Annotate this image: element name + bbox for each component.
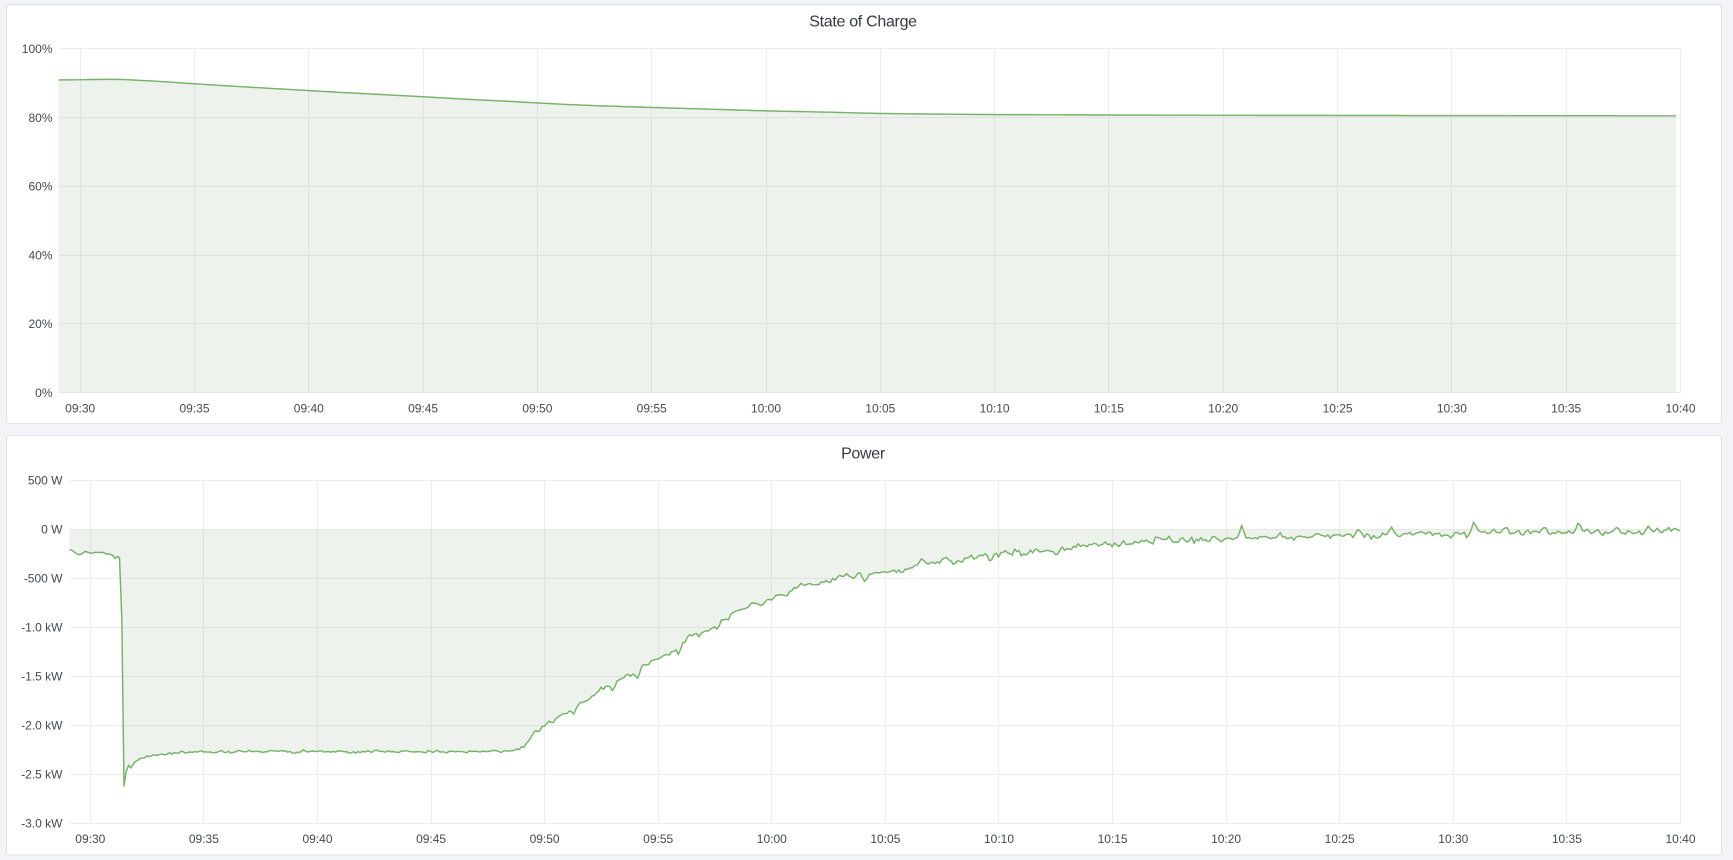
svg-text:-2.5 kW: -2.5 kW (21, 768, 63, 782)
svg-text:-1.5 kW: -1.5 kW (21, 670, 63, 684)
svg-text:Power: Power (841, 446, 886, 463)
svg-text:10:30: 10:30 (1437, 402, 1467, 416)
svg-text:10:35: 10:35 (1551, 402, 1581, 416)
svg-text:09:30: 09:30 (65, 402, 95, 416)
svg-text:10:10: 10:10 (980, 402, 1010, 416)
svg-text:09:40: 09:40 (294, 402, 324, 416)
svg-text:09:30: 09:30 (75, 832, 105, 846)
svg-text:10:15: 10:15 (1094, 402, 1124, 416)
svg-text:10:20: 10:20 (1208, 402, 1238, 416)
svg-text:-500 W: -500 W (24, 572, 63, 586)
svg-text:10:10: 10:10 (984, 832, 1014, 846)
svg-text:0 W: 0 W (41, 523, 63, 537)
svg-text:80%: 80% (28, 111, 52, 125)
svg-text:09:35: 09:35 (179, 402, 209, 416)
svg-text:09:55: 09:55 (643, 832, 673, 846)
svg-text:-1.0 kW: -1.0 kW (21, 621, 63, 635)
svg-text:10:40: 10:40 (1665, 402, 1695, 416)
svg-text:10:20: 10:20 (1211, 832, 1241, 846)
svg-text:10:30: 10:30 (1438, 832, 1468, 846)
svg-text:100%: 100% (22, 42, 53, 56)
svg-text:10:40: 10:40 (1665, 832, 1695, 846)
svg-text:10:05: 10:05 (865, 402, 895, 416)
svg-text:09:55: 09:55 (637, 402, 667, 416)
svg-text:09:40: 09:40 (302, 832, 332, 846)
svg-text:500 W: 500 W (28, 474, 63, 488)
svg-text:10:05: 10:05 (870, 832, 900, 846)
svg-text:10:25: 10:25 (1325, 832, 1355, 846)
svg-text:20%: 20% (28, 317, 52, 331)
svg-text:10:00: 10:00 (751, 402, 781, 416)
svg-text:State of Charge: State of Charge (809, 14, 917, 31)
svg-text:09:50: 09:50 (530, 832, 560, 846)
svg-text:10:25: 10:25 (1323, 402, 1353, 416)
svg-text:40%: 40% (28, 248, 52, 262)
svg-text:10:35: 10:35 (1552, 832, 1582, 846)
svg-text:09:45: 09:45 (416, 832, 446, 846)
svg-text:09:35: 09:35 (189, 832, 219, 846)
svg-text:10:15: 10:15 (1098, 832, 1128, 846)
svg-text:0%: 0% (35, 386, 53, 400)
svg-text:10:00: 10:00 (757, 832, 787, 846)
svg-text:-2.0 kW: -2.0 kW (21, 719, 63, 733)
svg-text:09:50: 09:50 (522, 402, 552, 416)
svg-text:60%: 60% (28, 180, 52, 194)
svg-text:-3.0 kW: -3.0 kW (21, 817, 63, 831)
svg-text:09:45: 09:45 (408, 402, 438, 416)
